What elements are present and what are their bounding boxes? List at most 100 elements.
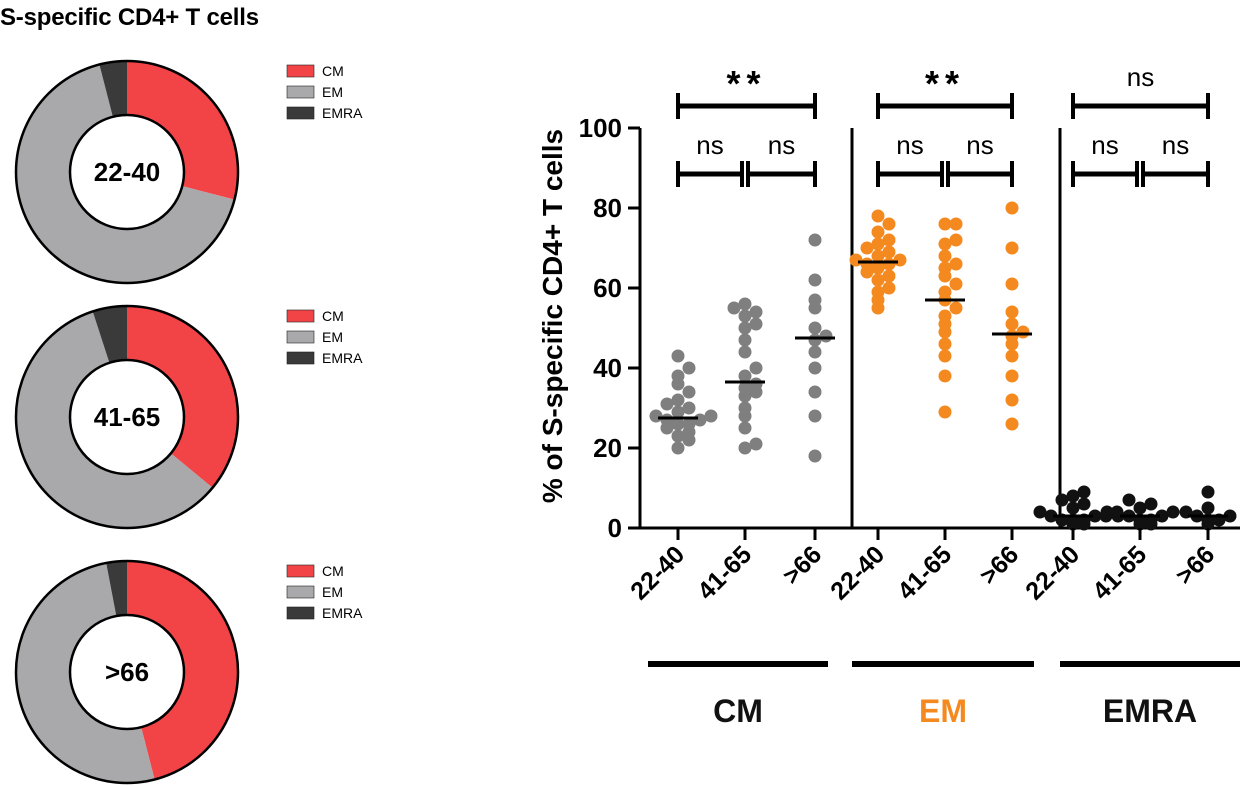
data-point (738, 441, 752, 455)
donut-slice-em (16, 562, 155, 783)
data-point (1144, 497, 1158, 511)
donut-inner-ring (68, 613, 186, 731)
data-point (682, 385, 696, 399)
data-point (738, 321, 752, 335)
data-point (1005, 417, 1019, 431)
x-category-label: 41-65 (1087, 540, 1152, 605)
legend-label-emra: EMRA (322, 350, 363, 366)
data-point (671, 369, 685, 383)
donut-0: 22-40 CM EM EMRA (14, 59, 363, 285)
data-point (749, 437, 763, 451)
data-point (1111, 509, 1125, 523)
x-category-label: >66 (777, 540, 827, 590)
data-point (938, 349, 952, 363)
data-point (938, 237, 952, 251)
y-tick-label: 20 (593, 433, 622, 463)
data-point (738, 309, 752, 323)
legend-label-em: EM (322, 84, 343, 100)
data-point (1005, 241, 1019, 255)
legend-label-em: EM (322, 329, 343, 345)
donut-outer-ring (14, 59, 240, 285)
significance-label: ns (1091, 130, 1118, 160)
donut-inner-ring (68, 358, 186, 476)
data-point (938, 337, 952, 351)
data-point (738, 345, 752, 359)
data-point (671, 393, 685, 407)
donut-center-label: >66 (105, 657, 149, 687)
data-point (893, 253, 907, 267)
legend-label-cm: CM (322, 308, 344, 324)
group-name-label: EMRA (1103, 693, 1197, 729)
data-point (871, 237, 885, 251)
legend-swatch-emra (286, 351, 315, 365)
donut-center-label: 41-65 (94, 402, 161, 432)
group-cm: 22-40 41-65 >66 ns ns** CM (625, 63, 835, 729)
figure-title: S-specific CD4+ T cells (0, 4, 259, 31)
data-point (1055, 493, 1069, 507)
data-point (808, 321, 822, 335)
data-point (882, 217, 896, 231)
significance-label: ns (696, 130, 723, 160)
significance-label: ** (925, 63, 965, 104)
data-point (738, 333, 752, 347)
data-point (738, 369, 752, 383)
y-tick-label: 100 (579, 113, 622, 143)
data-point (882, 245, 896, 259)
data-point (1066, 489, 1080, 503)
group-name-label: CM (713, 693, 763, 729)
legend-label-em: EM (322, 584, 343, 600)
data-point (949, 217, 963, 231)
donut-slice-cm (127, 306, 238, 488)
legend-label-emra: EMRA (322, 605, 363, 621)
donut-outer-ring (14, 559, 240, 785)
data-point (1066, 501, 1080, 515)
data-point (808, 409, 822, 423)
x-category-label: 22-40 (1020, 540, 1085, 605)
data-point (1016, 325, 1030, 339)
legend-swatch-cm (286, 64, 315, 78)
data-point (808, 449, 822, 463)
data-point (882, 233, 896, 247)
data-point (749, 361, 763, 375)
data-point (671, 441, 685, 455)
data-point (671, 417, 685, 431)
data-point (1005, 201, 1019, 215)
donut-slice-em (16, 64, 235, 283)
data-point (704, 409, 718, 423)
x-category-label: 41-65 (692, 540, 757, 605)
data-point (808, 361, 822, 375)
donut-1: 41-65 CM EM EMRA (14, 304, 363, 530)
legend-label-cm: CM (322, 563, 344, 579)
data-point (1077, 485, 1091, 499)
data-point (1122, 493, 1136, 507)
data-point (1201, 485, 1215, 499)
data-point (738, 421, 752, 435)
donut-charts: 22-40 CM EM EMRA 41-65 CM EM EMRA >66 CM EM EMRA (14, 59, 363, 785)
data-point (671, 349, 685, 363)
group-name-label: EM (919, 693, 967, 729)
data-point (871, 273, 885, 287)
data-point (1077, 497, 1091, 511)
x-category-label: 22-40 (825, 540, 890, 605)
data-point (1088, 509, 1102, 523)
data-point (749, 305, 763, 319)
data-point (949, 257, 963, 271)
donut-slice-cm (127, 561, 239, 780)
data-point (938, 217, 952, 231)
data-point (1005, 305, 1019, 319)
data-point (849, 253, 863, 267)
data-point (682, 401, 696, 415)
data-point (682, 361, 696, 375)
group-em: 22-40 41-65 >66 ns ns** EM (825, 63, 1034, 729)
donut-slice-em (15, 311, 213, 528)
significance-label: ns (966, 130, 993, 160)
data-point (871, 225, 885, 239)
legend-swatch-em (286, 330, 315, 344)
significance-label: ns (896, 130, 923, 160)
y-axis-label: % of S-specific CD4+ T cells (537, 129, 568, 503)
y-tick-label: 0 (608, 513, 622, 543)
data-point (649, 409, 663, 423)
data-point (938, 405, 952, 419)
significance-label: ns (768, 130, 795, 160)
donut-slice-emra (99, 61, 127, 117)
